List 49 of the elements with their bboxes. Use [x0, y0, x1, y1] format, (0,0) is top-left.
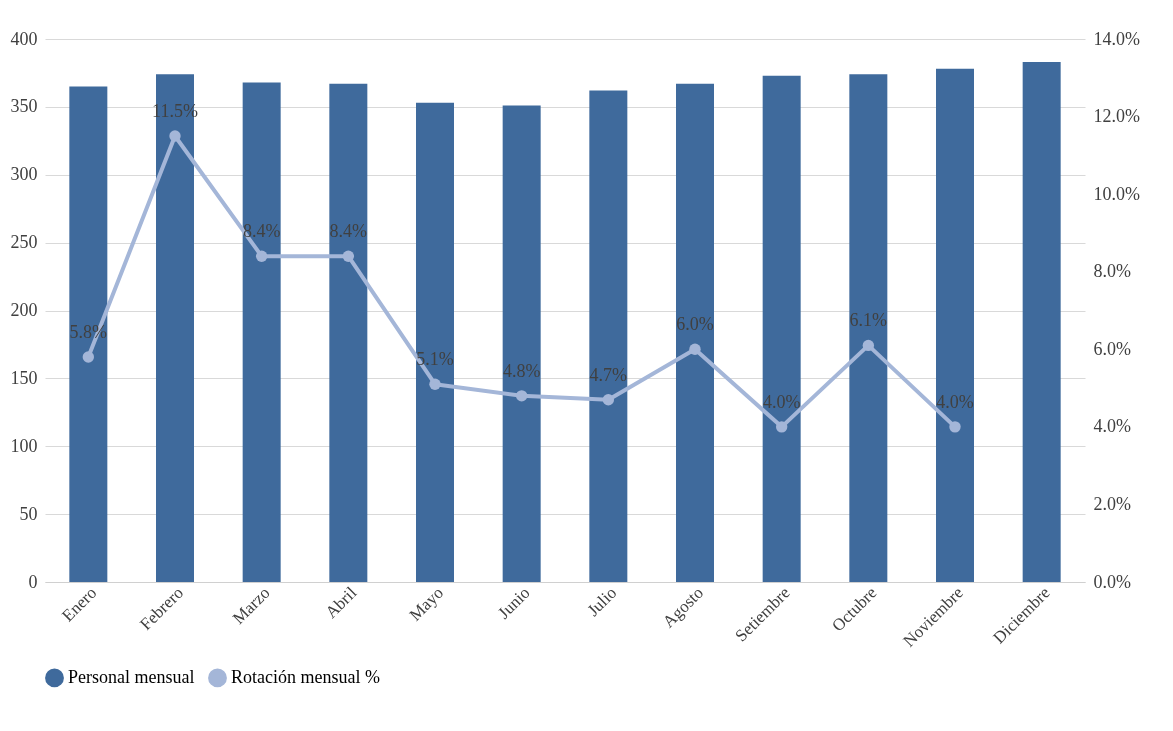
y2-tick-label: 10.0%	[1093, 183, 1140, 204]
y-tick-label: 400	[10, 28, 38, 49]
y-tick-label: 0	[28, 571, 38, 592]
y-tick-label: 100	[10, 435, 38, 456]
bar	[589, 90, 628, 582]
point	[82, 351, 95, 363]
bar	[329, 83, 368, 582]
y-tick-label: 50	[19, 503, 38, 524]
point	[429, 378, 441, 390]
y2-tick-label: 2.0%	[1093, 493, 1131, 514]
bar	[69, 86, 108, 582]
data-label: 6.1%	[849, 310, 888, 331]
point	[862, 339, 875, 352]
y2-tick-label: 12.0%	[1093, 106, 1140, 127]
bar	[849, 74, 888, 582]
bar	[242, 82, 281, 582]
data-label: 8.4%	[329, 221, 368, 242]
point	[255, 250, 268, 262]
point	[775, 421, 788, 433]
y-tick-label: 250	[10, 232, 38, 253]
y2-tick-label: 8.0%	[1093, 261, 1131, 282]
data-label: 4.8%	[502, 360, 541, 381]
y2-tick-label: 14.0%	[1093, 28, 1140, 49]
legend-label: Personal mensual	[68, 666, 195, 687]
y-tick-label: 300	[10, 164, 38, 185]
point	[602, 394, 615, 406]
y-tick-label: 350	[10, 96, 38, 117]
bar	[676, 83, 714, 582]
bar	[1022, 62, 1061, 582]
point	[169, 130, 181, 142]
point	[689, 343, 701, 355]
legend-label: Rotación mensual %	[231, 666, 380, 687]
data-label: 4.0%	[936, 391, 974, 412]
y2-tick-label: 0.0%	[1093, 571, 1131, 592]
data-label: 6.0%	[676, 314, 714, 335]
bar	[936, 68, 974, 582]
bar	[502, 105, 541, 582]
point	[515, 390, 528, 402]
data-label: 4.0%	[762, 391, 801, 412]
y2-tick-label: 4.0%	[1093, 416, 1131, 437]
bar	[762, 75, 801, 582]
x-tick-label: Julio	[583, 583, 621, 620]
point	[342, 250, 355, 262]
y-tick-label: 150	[10, 367, 38, 388]
bar	[416, 102, 454, 582]
data-label: 4.7%	[589, 364, 628, 385]
y-tick-label: 200	[10, 300, 38, 320]
point	[949, 421, 961, 433]
y2-tick-label: 6.0%	[1093, 338, 1131, 359]
